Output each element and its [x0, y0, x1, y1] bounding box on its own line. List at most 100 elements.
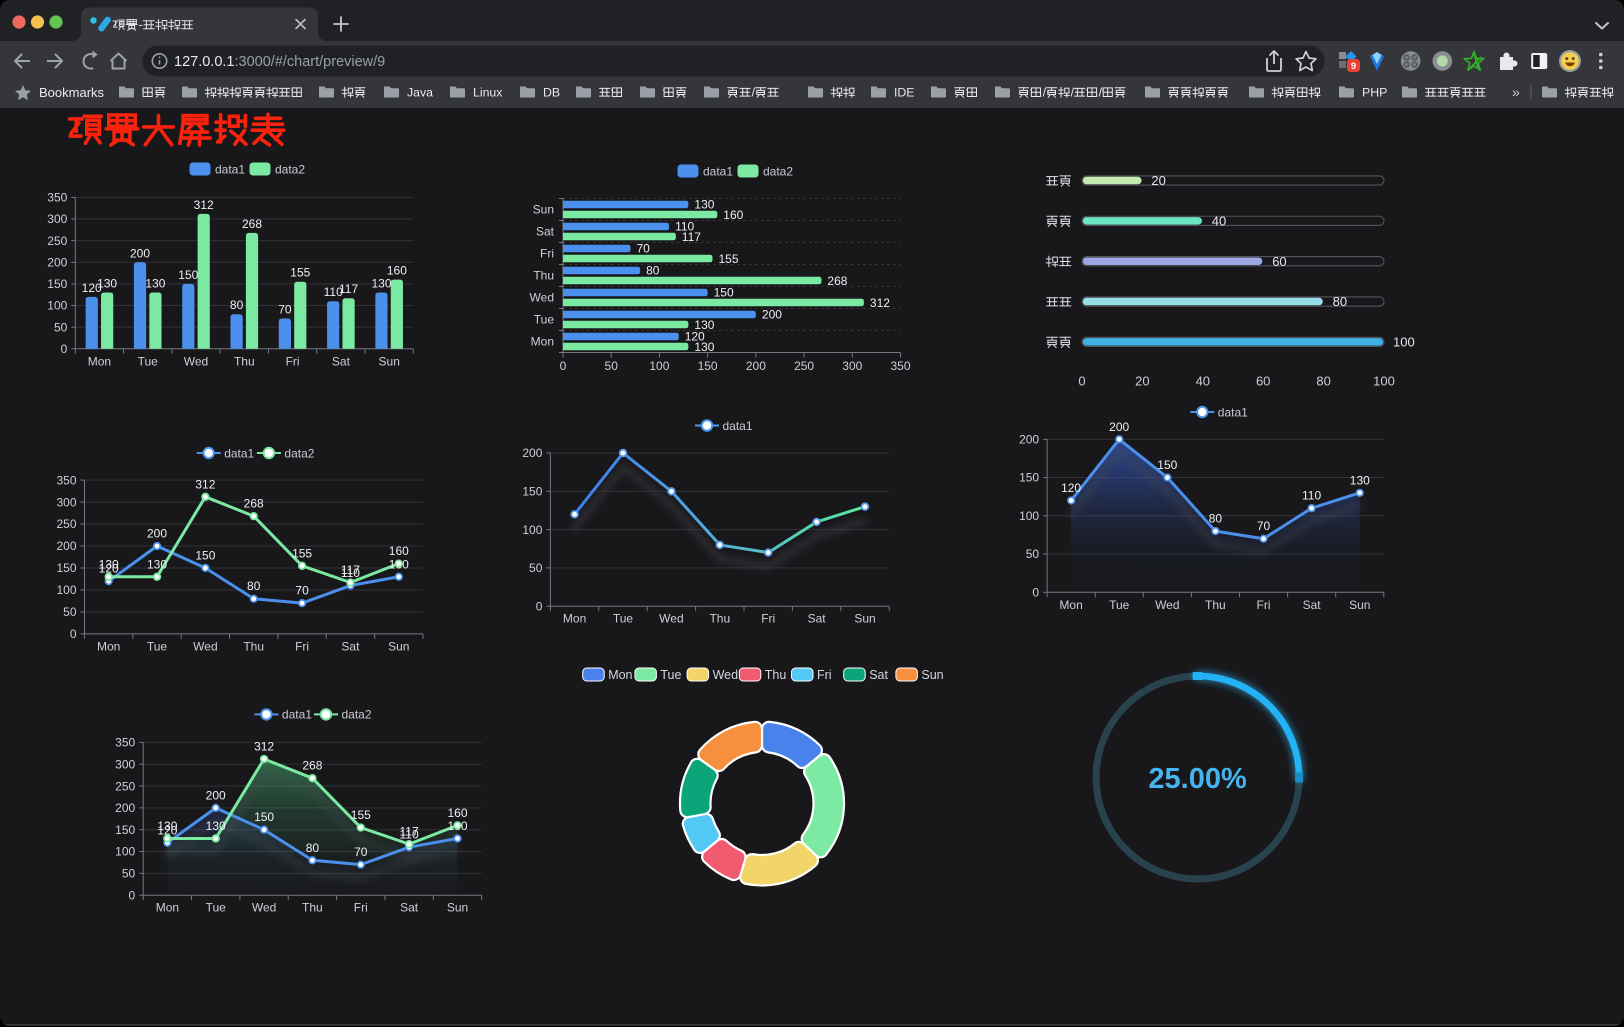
svg-text:0: 0	[1078, 374, 1085, 389]
svg-text:Thu: Thu	[243, 639, 264, 653]
svg-text:160: 160	[387, 264, 407, 278]
svg-text:50: 50	[529, 561, 543, 575]
svg-text:Fri: Fri	[540, 247, 554, 261]
svg-text:20: 20	[1151, 173, 1165, 188]
svg-text:Tue: Tue	[660, 668, 681, 682]
svg-text:Sun: Sun	[921, 668, 943, 682]
svg-text:70: 70	[1257, 519, 1271, 533]
svg-text:Tue: Tue	[147, 639, 168, 653]
svg-text:150: 150	[56, 561, 76, 575]
svg-text:DB: DB	[543, 85, 560, 99]
svg-text:Sun: Sun	[533, 203, 554, 217]
svg-text:350: 350	[115, 736, 135, 750]
svg-text:/: /	[1099, 85, 1103, 99]
svg-text:100: 100	[115, 845, 135, 859]
svg-text:Mon: Mon	[608, 668, 632, 682]
svg-text:Mon: Mon	[97, 639, 120, 653]
svg-text:312: 312	[195, 477, 215, 491]
svg-text:80: 80	[1209, 512, 1223, 526]
svg-text:80: 80	[230, 298, 244, 312]
svg-text:130: 130	[99, 557, 119, 571]
svg-text:50: 50	[605, 359, 619, 373]
svg-text:155: 155	[719, 252, 739, 266]
svg-text:0: 0	[70, 627, 77, 641]
svg-text:200: 200	[130, 246, 150, 260]
svg-text:Sat: Sat	[869, 668, 888, 682]
svg-text:50: 50	[63, 605, 77, 619]
svg-text:Mon: Mon	[1059, 598, 1082, 612]
svg-text:117: 117	[339, 282, 358, 296]
svg-text:100: 100	[56, 583, 76, 597]
svg-text:0: 0	[1032, 586, 1039, 600]
svg-text:150: 150	[1019, 471, 1039, 485]
svg-text:150: 150	[1157, 458, 1177, 472]
svg-text:250: 250	[56, 517, 76, 531]
svg-text:130: 130	[97, 277, 117, 291]
svg-text:80: 80	[1316, 374, 1330, 389]
svg-text:200: 200	[206, 788, 226, 802]
svg-text:Sun: Sun	[379, 354, 400, 368]
svg-text:Sat: Sat	[332, 354, 351, 368]
svg-text:Mon: Mon	[156, 901, 179, 915]
svg-text:60: 60	[1256, 374, 1270, 389]
svg-text:Fri: Fri	[354, 901, 368, 915]
svg-text:120: 120	[1061, 481, 1081, 495]
svg-text:150: 150	[698, 359, 718, 373]
svg-text:130: 130	[371, 277, 391, 291]
svg-text:130: 130	[694, 340, 714, 354]
svg-text:Linux: Linux	[473, 85, 503, 99]
svg-text:Bookmarks: Bookmarks	[39, 85, 105, 100]
svg-text:160: 160	[389, 544, 409, 558]
svg-text:Mon: Mon	[563, 612, 586, 626]
svg-text:350: 350	[890, 359, 910, 373]
svg-text:268: 268	[242, 217, 262, 231]
svg-text:117: 117	[341, 563, 360, 577]
svg-text:200: 200	[115, 801, 135, 815]
svg-text:Mon: Mon	[88, 354, 111, 368]
svg-text:Sun: Sun	[388, 639, 409, 653]
svg-text:data2: data2	[342, 708, 372, 722]
svg-text:20: 20	[1135, 374, 1149, 389]
svg-text:Tue: Tue	[534, 313, 555, 327]
svg-text:40: 40	[1196, 374, 1210, 389]
svg-text:150: 150	[522, 485, 542, 499]
svg-text:80: 80	[306, 841, 320, 855]
svg-text:Fri: Fri	[295, 639, 309, 653]
svg-text::3000/#/chart/preview/9: :3000/#/chart/preview/9	[235, 54, 386, 70]
svg-text:160: 160	[723, 208, 743, 222]
svg-text:150: 150	[254, 810, 274, 824]
svg-text:150: 150	[714, 286, 734, 300]
svg-text:Fri: Fri	[817, 668, 832, 682]
svg-text:350: 350	[47, 191, 67, 205]
svg-text:Fri: Fri	[286, 354, 300, 368]
svg-text:150: 150	[195, 549, 215, 563]
svg-text:312: 312	[194, 198, 214, 212]
svg-text:/: /	[752, 85, 756, 99]
svg-text:200: 200	[522, 446, 542, 460]
svg-text:350: 350	[56, 473, 76, 487]
svg-text:130: 130	[206, 819, 226, 833]
svg-text:0: 0	[129, 888, 136, 902]
svg-text:40: 40	[1212, 213, 1226, 228]
svg-text:Thu: Thu	[302, 901, 323, 915]
svg-text:200: 200	[762, 308, 782, 322]
svg-text:300: 300	[115, 757, 135, 771]
svg-text:110: 110	[675, 220, 694, 234]
svg-text:100: 100	[47, 299, 67, 313]
svg-text:data1: data1	[282, 708, 312, 722]
svg-text:117: 117	[400, 825, 419, 839]
svg-text:data2: data2	[763, 164, 793, 178]
svg-text:/: /	[1043, 85, 1047, 99]
svg-text:120: 120	[99, 562, 119, 576]
svg-text:Mon: Mon	[531, 335, 554, 349]
svg-text:Wed: Wed	[193, 639, 217, 653]
svg-text:Fri: Fri	[1257, 598, 1271, 612]
svg-text:Sat: Sat	[400, 901, 419, 915]
svg-text:80: 80	[247, 579, 261, 593]
svg-text:data1: data1	[703, 164, 733, 178]
svg-text:110: 110	[400, 828, 419, 842]
svg-text:Wed: Wed	[184, 354, 208, 368]
svg-text:150: 150	[178, 268, 198, 282]
svg-text:150: 150	[115, 823, 135, 837]
svg-text:0: 0	[61, 342, 68, 356]
